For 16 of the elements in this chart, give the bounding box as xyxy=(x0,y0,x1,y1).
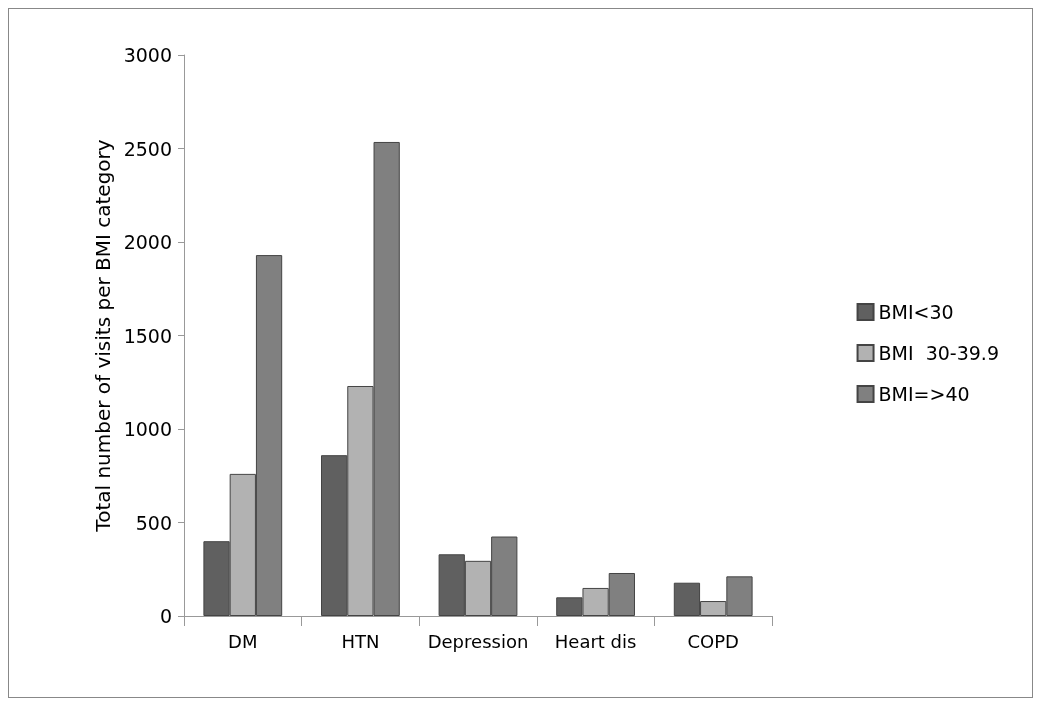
x-tick-label: DM xyxy=(228,630,258,652)
y-tick-label: 0 xyxy=(159,605,172,627)
x-tick-label: HTN xyxy=(341,630,380,652)
legend-label: BMI<30 xyxy=(878,301,954,323)
y-tick-label: 1500 xyxy=(123,324,172,347)
legend-label: BMI 30-39.9 xyxy=(878,342,1000,364)
y-tick-label: 500 xyxy=(135,511,172,534)
y-tick-label: 3000 xyxy=(123,44,172,66)
y-tick-label: 2500 xyxy=(123,137,172,160)
x-tick-label: Heart dis xyxy=(554,630,637,652)
legend-label: BMI=>40 xyxy=(878,383,970,405)
x-tick-label: COPD xyxy=(687,630,739,652)
y-tick-label: 2000 xyxy=(123,231,172,253)
y-tick-label: 1000 xyxy=(123,418,172,440)
x-tick-label: Depression xyxy=(427,630,529,652)
y-axis-title: Total number of visits per BMI category xyxy=(90,139,115,533)
